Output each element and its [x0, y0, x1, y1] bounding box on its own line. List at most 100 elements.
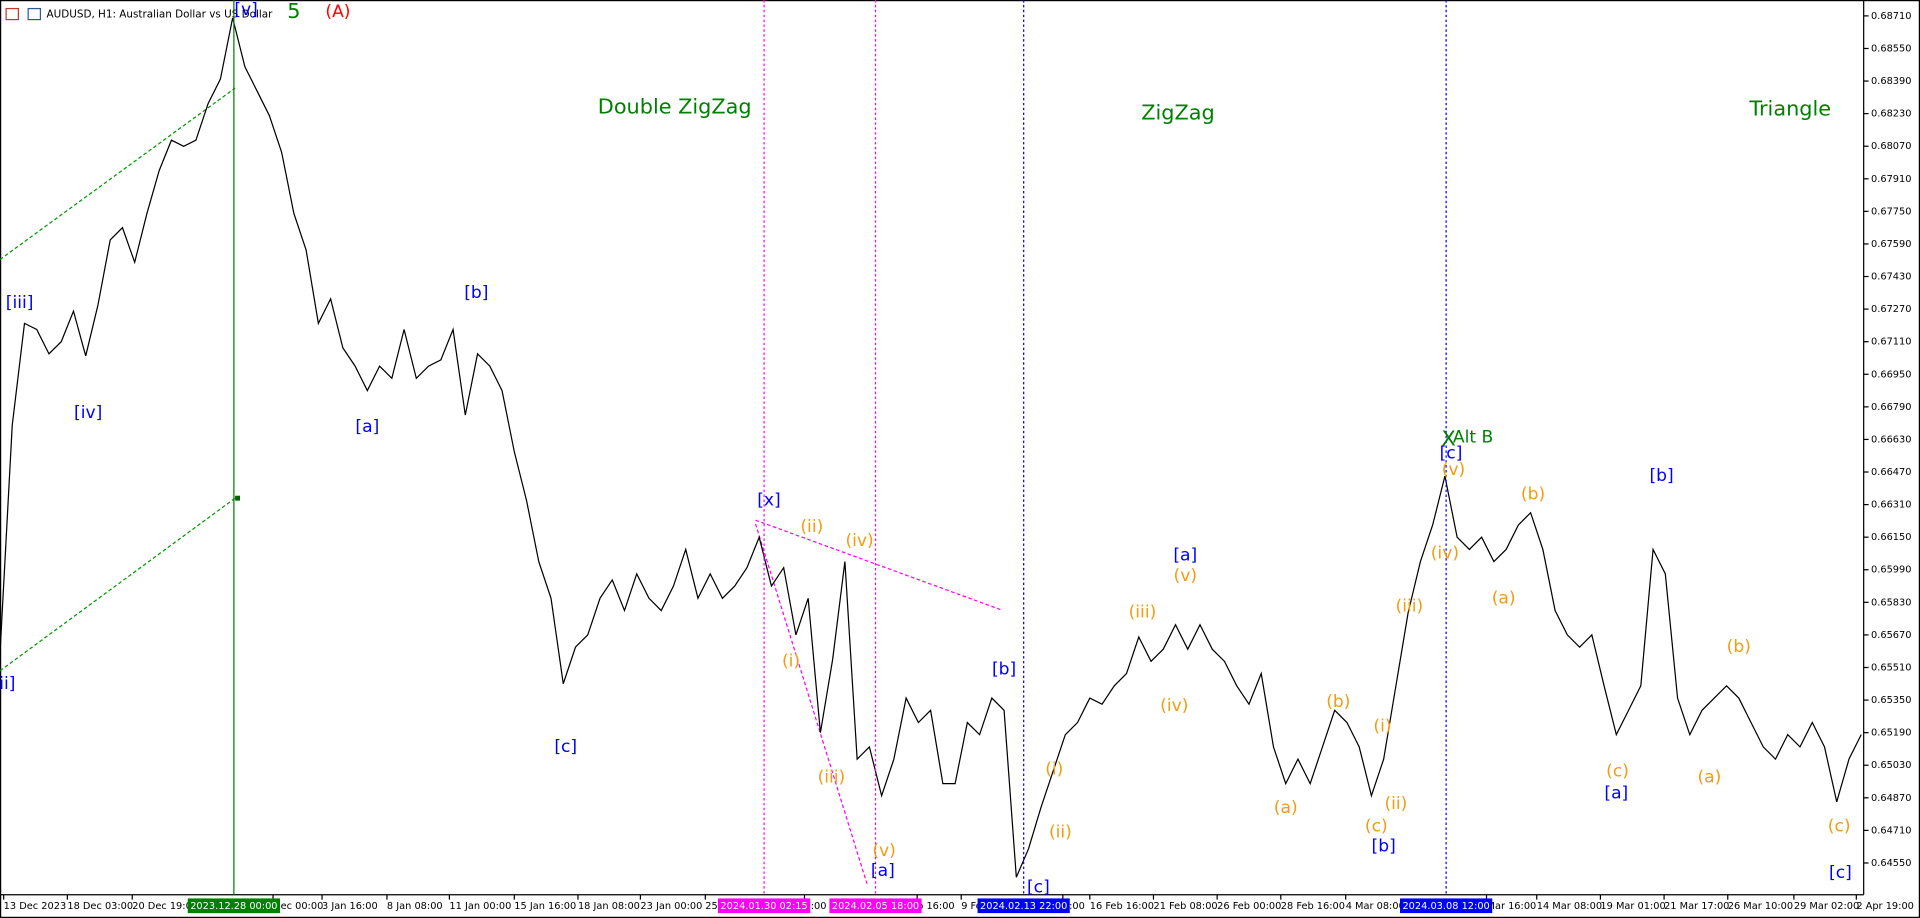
y-tick-label: 0.65670 [1871, 630, 1911, 641]
wave-label: [x] [757, 491, 781, 511]
x-tick-label: 0:00 [1063, 901, 1085, 912]
wave-label: ii] [0, 674, 15, 694]
y-tick-label: 0.68550 [1871, 43, 1911, 54]
wave-label: (c) [1606, 761, 1629, 781]
wave-label: (v) [1442, 460, 1466, 480]
x-tick-label: 26 Mar 10:00 [1728, 901, 1793, 912]
wave-label: (iii) [1396, 596, 1424, 616]
wave-label: [a] [355, 417, 379, 437]
anchor-point [235, 495, 240, 501]
x-tick-label: 20 Dec 19:00 [132, 901, 198, 912]
y-tick-label: 0.65350 [1871, 695, 1911, 706]
y-tick-label: 0.67590 [1871, 239, 1911, 250]
x-tick-label: 9 Feb [961, 901, 988, 912]
y-tick-label: 0.67430 [1871, 272, 1911, 283]
wave-label: (ii) [1384, 794, 1407, 814]
wave-label: (a) [1274, 798, 1298, 818]
date-label-bg [829, 898, 922, 914]
y-tick-label: 0.68070 [1871, 141, 1911, 152]
wave-label: (i) [782, 651, 800, 671]
x-tick-label: 11 Jan 00:00 [449, 901, 511, 912]
wave-label: 5 [287, 0, 300, 23]
date-label-bg [1400, 898, 1493, 914]
wave-label: (v) [872, 841, 896, 861]
wave-label: (iv) [1160, 696, 1188, 716]
y-tick-label: 0.64710 [1871, 825, 1911, 836]
y-tick-label: 0.64550 [1871, 858, 1911, 869]
wedge-line [755, 519, 1001, 611]
x-tick-label: 15 Jan 16:00 [514, 901, 576, 912]
date-label: 2024.03.08 12:00 [1402, 901, 1489, 912]
x-tick-label: 13 Dec 2023 [4, 901, 67, 912]
x-tick-label: Dec 00:00 [273, 901, 323, 912]
wave-label: (iv) [1431, 543, 1459, 563]
wave-label: (iv) [845, 531, 873, 551]
date-label: 2023.12.28 00:00 [190, 901, 277, 912]
wave-label: Alt B [1453, 427, 1493, 447]
y-tick-label: 0.65510 [1871, 662, 1911, 673]
trend-lines [0, 87, 1001, 884]
wave-label: (ii) [800, 517, 823, 537]
wave-label: [a] [871, 861, 895, 881]
wave-label: (ii) [1049, 822, 1072, 842]
x-tick-label: 8 Jan 08:00 [387, 901, 443, 912]
x-tick-label: b 16:00 [917, 901, 955, 912]
wave-label: (i) [1373, 717, 1391, 737]
wave-label: [b] [992, 660, 1016, 680]
chart-icon [27, 7, 42, 21]
wave-label: ZigZag [1141, 101, 1214, 125]
y-tick-label: 0.66630 [1871, 434, 1911, 445]
x-tick-label: 26 Feb 00:00 [1217, 901, 1281, 912]
y-tick-label: 0.65190 [1871, 728, 1911, 739]
wave-label: [iv] [74, 403, 102, 423]
y-tick-label: 0.66950 [1871, 369, 1911, 380]
x-tick-label: 3 Jan 16:00 [322, 901, 378, 912]
x-tick-label: 16 Feb 16:00 [1090, 901, 1154, 912]
date-label: 2024.02.05 18:00 [832, 901, 919, 912]
x-tick-label: Mar 16:00 [1487, 901, 1537, 912]
wave-label: Double ZigZag [598, 95, 752, 119]
wave-label: [b] [464, 283, 488, 303]
wedge-line [754, 523, 868, 884]
y-tick-label: 0.66790 [1871, 402, 1911, 413]
y-tick-label: 0.65990 [1871, 565, 1911, 576]
date-label-bg [717, 898, 811, 914]
y-tick-label: 0.65030 [1871, 760, 1911, 771]
wave-label: (c) [1365, 816, 1388, 836]
wave-label: (a) [1697, 767, 1721, 787]
y-tick-label: 0.67270 [1871, 304, 1911, 315]
wave-label: (A) [325, 2, 350, 22]
y-tick-label: 0.68230 [1871, 109, 1911, 120]
wave-label: [b] [1372, 837, 1396, 857]
x-tick-label: 2 Apr 19:00 [1856, 901, 1914, 912]
chart-icon [5, 7, 19, 21]
date-label: 2024.01.30 02:15 [720, 901, 807, 912]
x-tick-label: 18 Jan 08:00 [578, 901, 640, 912]
y-tick-label: 0.66150 [1871, 532, 1911, 543]
y-tick-label: 0.67750 [1871, 206, 1911, 217]
wave-label: [v] [234, 0, 258, 20]
y-tick-label: 0.64870 [1871, 793, 1911, 804]
wave-label: Triangle [1748, 97, 1831, 121]
wave-label: X [1441, 426, 1455, 450]
wave-label: [c] [1027, 877, 1050, 897]
wave-label: [a] [1604, 784, 1628, 804]
wave-label: (a) [1492, 588, 1516, 608]
x-tick-label: 18 Dec 03:00 [67, 901, 133, 912]
wave-label: (b) [1521, 484, 1545, 504]
wave-label: (b) [1727, 637, 1751, 657]
chart-title: AUDUSD, H1: Australian Dollar vs US Doll… [47, 9, 274, 21]
wave-label: (iii) [818, 767, 846, 787]
wave-label: (iii) [1129, 603, 1157, 623]
x-tick-label: 25 J [705, 901, 723, 912]
x-tick-label: 4 Mar 08:00 [1346, 901, 1405, 912]
wave-label: [b] [1650, 466, 1674, 486]
wave-label: (v) [1174, 566, 1198, 586]
y-tick-label: 0.65830 [1871, 597, 1911, 608]
x-tick-label: 23 Jan 00:00 [640, 901, 702, 912]
wave-label: [a] [1173, 546, 1197, 566]
y-tick-label: 0.67910 [1871, 174, 1911, 185]
